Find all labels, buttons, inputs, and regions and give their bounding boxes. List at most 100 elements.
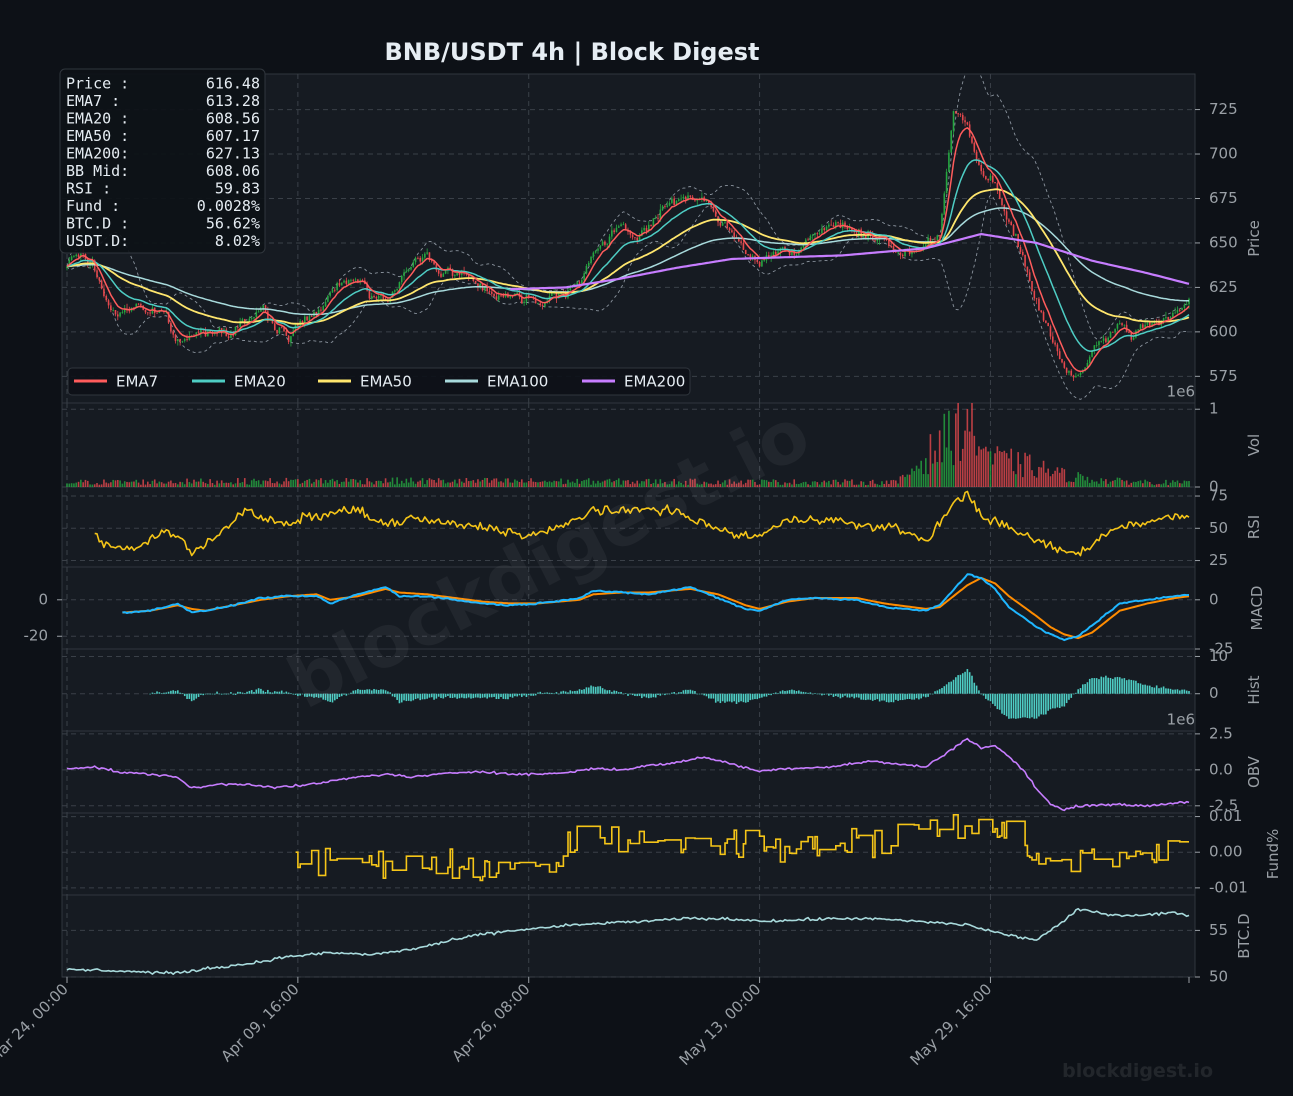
histogram-bar — [253, 691, 255, 694]
volume-bar — [998, 451, 1001, 487]
histogram-bar — [576, 690, 579, 694]
histogram-bar — [911, 693, 913, 700]
info-value-7: 0.0028% — [197, 197, 260, 215]
candle-body — [347, 280, 350, 284]
histogram-bar — [246, 691, 248, 694]
candle-body — [306, 316, 308, 321]
candle-body — [622, 224, 625, 226]
candle-body — [1056, 344, 1059, 352]
candle-body — [250, 318, 253, 320]
candle-body — [751, 256, 754, 258]
candle-body — [366, 283, 368, 291]
volume-bar — [975, 455, 978, 487]
candle-body — [1123, 324, 1126, 326]
candle-body — [156, 312, 158, 314]
volume-bar — [1003, 450, 1006, 487]
candle-body — [668, 202, 671, 206]
volume-bar — [961, 448, 964, 487]
volume-bar — [158, 481, 161, 487]
candle-body — [357, 279, 359, 283]
volume-bar — [643, 481, 645, 487]
volume-bar — [276, 481, 278, 487]
candle-body — [938, 235, 941, 237]
volume-bar — [617, 478, 620, 487]
volume-bar — [1070, 481, 1073, 487]
candle-body — [888, 240, 890, 246]
histogram-bar — [1091, 678, 1093, 694]
volume-bar — [474, 482, 477, 487]
volume-bar — [135, 479, 138, 487]
volume-bar — [1035, 477, 1038, 487]
volume-bar — [717, 480, 719, 487]
histogram-bar — [548, 692, 551, 694]
candle-body — [809, 235, 812, 241]
candle-body — [950, 130, 953, 153]
histogram-bar — [971, 675, 973, 694]
candle-body — [539, 303, 542, 306]
candle-body — [638, 236, 641, 241]
volume-bar — [691, 479, 694, 487]
info-value-2: 608.56 — [206, 110, 260, 128]
volume-bar — [601, 481, 604, 487]
histogram-bar — [784, 691, 786, 694]
volume-bar — [590, 484, 592, 487]
xtick-label-4: May 29, 16:00 — [906, 980, 995, 1069]
volume-bar — [571, 481, 574, 487]
histogram-bar — [327, 693, 329, 702]
histogram-bar — [412, 693, 415, 701]
volume-bar — [93, 484, 96, 487]
volume-bar — [638, 483, 641, 487]
histogram-bar — [495, 693, 498, 700]
volume-bar — [786, 483, 789, 487]
histogram-bar — [419, 693, 422, 701]
histogram-bar — [779, 691, 782, 694]
candle-body — [675, 200, 678, 205]
candle-body — [405, 270, 408, 273]
volume-bar — [941, 462, 943, 487]
candle-body — [1135, 330, 1137, 338]
volume-bar — [920, 460, 923, 487]
volume-bar — [412, 481, 415, 487]
candle-body — [75, 254, 78, 256]
histogram-bar — [731, 693, 733, 703]
volume-bar — [299, 483, 301, 487]
histogram-bar — [227, 693, 230, 695]
histogram-bar — [1008, 693, 1010, 719]
candle-body — [991, 175, 994, 183]
candle-body — [823, 228, 826, 231]
volume-bar — [647, 478, 650, 487]
volume-bar — [839, 484, 842, 487]
histogram-bar — [888, 693, 890, 703]
volume-bar — [943, 413, 946, 487]
candle-body — [606, 244, 609, 245]
candle-body — [271, 319, 274, 324]
histogram-bar — [1109, 677, 1112, 694]
volume-bar — [297, 479, 299, 487]
candle-body — [617, 226, 620, 228]
volume-bar — [1174, 481, 1176, 487]
volume-bar — [493, 478, 495, 487]
histogram-bar — [807, 692, 809, 694]
volume-bar — [832, 479, 835, 487]
histogram-bar — [177, 690, 179, 694]
rsi-line — [94, 490, 1190, 557]
volume-bar — [82, 482, 84, 487]
histogram-bar — [324, 693, 327, 701]
volume-bar — [380, 480, 382, 487]
histogram-bar — [444, 693, 447, 698]
candle-body — [710, 203, 712, 207]
volume-bar — [340, 481, 343, 487]
candle-body — [601, 241, 604, 246]
volume-bar — [151, 480, 154, 487]
volume-bar — [1093, 481, 1096, 487]
volume-bar — [687, 484, 689, 487]
histogram-bar — [271, 692, 274, 694]
candle-body — [904, 251, 906, 257]
ytick-label-rsi-0: 25 — [1209, 551, 1228, 569]
histogram-bar — [525, 693, 528, 697]
volume-bar — [241, 482, 244, 487]
histogram-bar — [701, 693, 703, 695]
volume-bar — [216, 480, 218, 487]
histogram-bar — [257, 688, 260, 694]
histogram-bar — [772, 693, 775, 694]
